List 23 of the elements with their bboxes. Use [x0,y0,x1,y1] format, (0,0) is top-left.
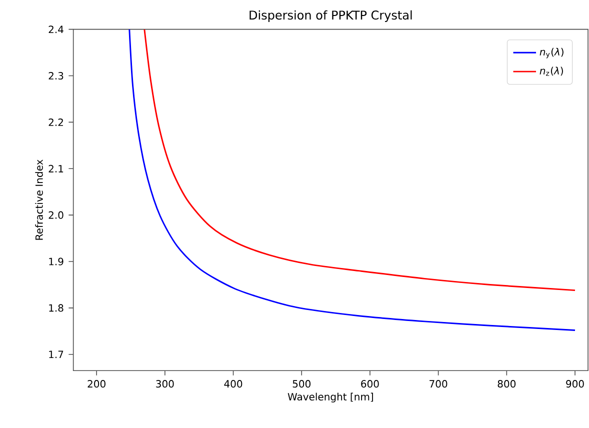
x-tick-label: 900 [566,380,584,388]
y-tick-label: 1.8 [49,304,64,312]
y-tick-label: 2.4 [48,26,64,34]
legend-label: n$_{y}$(λ) [540,48,564,58]
x-tick-label: 800 [498,380,516,388]
y-tick-label: 2.3 [48,72,64,80]
x-tick-label: 300 [156,380,174,388]
chart-title: Dispersion of PPKTP Crystal [250,10,412,22]
line-series [144,29,576,292]
y-tick-label: 2.0 [48,211,64,219]
x-tick-label: 600 [361,380,379,388]
y-tick-label: 1.9 [49,258,64,266]
x-tick-label: 400 [224,380,242,388]
x-tick-label: 200 [88,380,106,388]
y-axis-title: Refractive Index [35,160,43,240]
y-tick-label: 2.1 [48,164,64,172]
y-tick-label: 1.7 [49,350,64,358]
line-series [128,29,576,331]
x-tick-label: 700 [430,380,448,388]
y-tick-label: 2.2 [48,118,63,126]
x-tick-label: 500 [292,380,310,388]
x-axis-title: Wavelenght [nm] [288,392,373,402]
legend-label: n$_{z}$(λ) [540,66,563,76]
